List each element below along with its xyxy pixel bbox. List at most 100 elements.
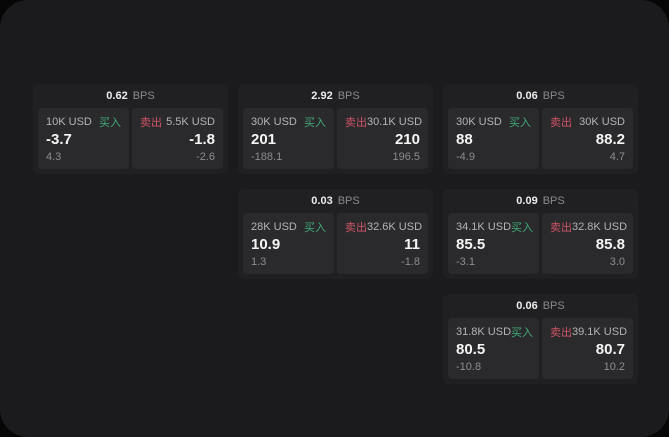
spread-value: 0.62 <box>106 90 128 102</box>
spread-header: 0.06 BPS <box>443 294 638 318</box>
sell-panel[interactable]: 卖出 32.8K USD 85.8 3.0 <box>542 213 633 274</box>
buy-price: 85.5 <box>456 236 486 254</box>
spread-header: 2.92 BPS <box>238 84 433 108</box>
sell-side-label: 卖出 <box>140 117 162 129</box>
buy-panel-header: 30K USD 买入 <box>251 114 326 130</box>
buy-amount: 31.8K USD <box>456 326 512 338</box>
buy-amount: 30K USD <box>456 116 502 128</box>
buy-panel[interactable]: 30K USD 买入 201 -188.1 <box>243 108 334 169</box>
buy-price: -3.7 <box>46 131 72 149</box>
sell-change: -2.6 <box>196 151 215 163</box>
sell-panel[interactable]: 卖出 32.6K USD 11 -1.8 <box>337 213 428 274</box>
spread-value: 0.06 <box>516 300 538 312</box>
sell-price: 11 <box>404 236 420 254</box>
quote-body: 10K USD 买入 -3.7 4.3 卖出 5.5K USD -1.8 -2.… <box>33 108 228 174</box>
buy-price: 80.5 <box>456 341 486 359</box>
buy-panel-header: 10K USD 买入 <box>46 114 121 130</box>
buy-side-label: 买入 <box>511 222 534 234</box>
sell-change: 196.5 <box>392 151 420 163</box>
sell-price: 80.7 <box>595 341 625 359</box>
sell-panel[interactable]: 卖出 30K USD 88.2 4.7 <box>542 108 633 169</box>
buy-amount: 34.1K USD <box>456 221 512 233</box>
spread-value: 0.06 <box>516 90 538 102</box>
quote-card: 2.92 BPS 30K USD 买入 201 -188.1 卖出 30.1K … <box>238 84 433 174</box>
sell-panel-header: 卖出 5.5K USD <box>140 114 215 130</box>
buy-panel-header: 31.8K USD 买入 <box>456 324 533 340</box>
bps-unit-label: BPS <box>337 195 360 207</box>
buy-side-label: 买入 <box>509 117 531 129</box>
sell-amount: 32.6K USD <box>367 221 423 233</box>
sell-amount: 5.5K USD <box>166 116 215 128</box>
buy-panel[interactable]: 34.1K USD 买入 85.5 -3.1 <box>448 213 539 274</box>
buy-amount: 30K USD <box>251 116 297 128</box>
bps-unit-label: BPS <box>542 195 565 207</box>
spread-header: 0.03 BPS <box>238 189 433 213</box>
bps-unit-label: BPS <box>337 90 360 102</box>
sell-change: -1.8 <box>401 256 420 268</box>
quote-body: 34.1K USD 买入 85.5 -3.1 卖出 32.8K USD 85.8… <box>443 213 638 279</box>
buy-panel-header: 28K USD 买入 <box>251 219 326 235</box>
buy-side-label: 买入 <box>304 117 326 129</box>
sell-amount: 39.1K USD <box>572 326 628 338</box>
spread-header: 0.62 BPS <box>33 84 228 108</box>
sell-change: 4.7 <box>609 151 625 163</box>
spread-header: 0.06 BPS <box>443 84 638 108</box>
buy-change: 4.3 <box>46 151 62 163</box>
sell-side-label: 卖出 <box>550 222 572 234</box>
quote-card: 0.06 BPS 30K USD 买入 88 -4.9 卖出 30K USD <box>443 84 638 174</box>
sell-panel[interactable]: 卖出 39.1K USD 80.7 10.2 <box>542 318 633 379</box>
buy-price: 88 <box>456 131 473 149</box>
quote-grid: 0.62 BPS 10K USD 买入 -3.7 4.3 卖出 5.5K USD <box>33 84 638 384</box>
buy-panel[interactable]: 10K USD 买入 -3.7 4.3 <box>38 108 129 169</box>
bps-unit-label: BPS <box>132 90 155 102</box>
sell-price: 210 <box>394 131 420 149</box>
sell-panel-header: 卖出 32.6K USD <box>345 219 423 235</box>
buy-change: -4.9 <box>456 151 475 163</box>
quote-card: 0.62 BPS 10K USD 买入 -3.7 4.3 卖出 5.5K USD <box>33 84 228 174</box>
buy-change: -188.1 <box>251 151 283 163</box>
sell-change: 10.2 <box>603 361 625 373</box>
sell-side-label: 卖出 <box>345 222 367 234</box>
quote-card: 0.09 BPS 34.1K USD 买入 85.5 -3.1 卖出 32.8K… <box>443 189 638 279</box>
buy-change: 1.3 <box>251 256 267 268</box>
buy-panel-header: 30K USD 买入 <box>456 114 531 130</box>
sell-panel-header: 卖出 30.1K USD <box>345 114 423 130</box>
buy-amount: 28K USD <box>251 221 297 233</box>
bps-unit-label: BPS <box>542 90 565 102</box>
sell-panel-header: 卖出 39.1K USD <box>550 324 628 340</box>
sell-amount: 32.8K USD <box>572 221 628 233</box>
buy-change: -3.1 <box>456 256 475 268</box>
sell-side-label: 卖出 <box>550 117 572 129</box>
sell-price: 85.8 <box>595 236 625 254</box>
sell-side-label: 卖出 <box>345 117 367 129</box>
sell-amount: 30.1K USD <box>367 116 423 128</box>
buy-side-label: 买入 <box>99 117 121 129</box>
buy-panel[interactable]: 30K USD 买入 88 -4.9 <box>448 108 539 169</box>
spread-value: 2.92 <box>311 90 333 102</box>
sell-price: -1.8 <box>189 131 215 149</box>
spread-value: 0.09 <box>516 195 538 207</box>
sell-panel-header: 卖出 32.8K USD <box>550 219 628 235</box>
buy-panel[interactable]: 31.8K USD 买入 80.5 -10.8 <box>448 318 539 379</box>
sell-side-label: 卖出 <box>550 327 572 339</box>
buy-price: 10.9 <box>251 236 281 254</box>
spread-header: 0.09 BPS <box>443 189 638 213</box>
buy-panel-header: 34.1K USD 买入 <box>456 219 534 235</box>
sell-amount: 30K USD <box>579 116 625 128</box>
sell-price: 88.2 <box>595 131 625 149</box>
buy-side-label: 买入 <box>304 222 326 234</box>
quote-body: 28K USD 买入 10.9 1.3 卖出 32.6K USD 11 -1.8 <box>238 213 433 279</box>
bps-unit-label: BPS <box>542 300 565 312</box>
spread-value: 0.03 <box>311 195 333 207</box>
quote-card: 0.06 BPS 31.8K USD 买入 80.5 -10.8 卖出 39.1… <box>443 294 638 384</box>
sell-panel-header: 卖出 30K USD <box>550 114 625 130</box>
buy-price: 201 <box>251 131 277 149</box>
buy-panel[interactable]: 28K USD 买入 10.9 1.3 <box>243 213 334 274</box>
quote-body: 31.8K USD 买入 80.5 -10.8 卖出 39.1K USD 80.… <box>443 318 638 384</box>
quote-body: 30K USD 买入 201 -188.1 卖出 30.1K USD 210 1… <box>238 108 433 174</box>
sell-panel[interactable]: 卖出 30.1K USD 210 196.5 <box>337 108 428 169</box>
buy-amount: 10K USD <box>46 116 92 128</box>
sell-panel[interactable]: 卖出 5.5K USD -1.8 -2.6 <box>132 108 223 169</box>
sell-change: 3.0 <box>609 256 625 268</box>
